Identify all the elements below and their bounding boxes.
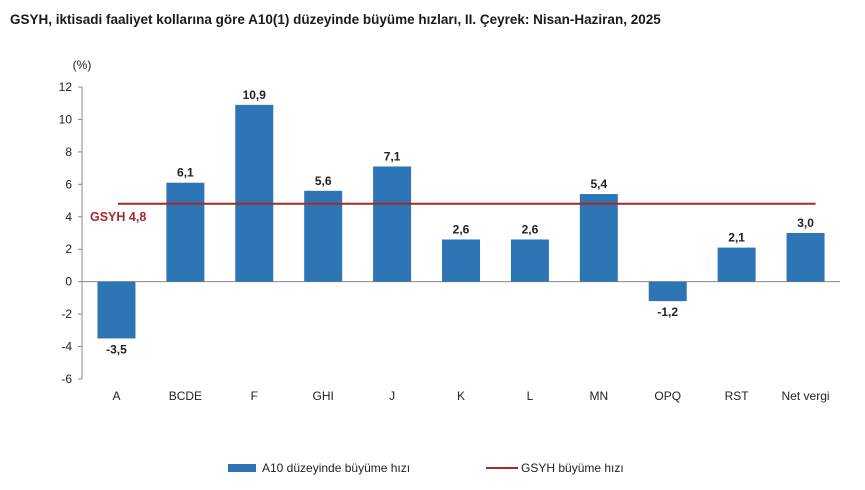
bar [373,166,412,282]
bar [304,190,343,282]
y-axis-unit: (%) [73,58,92,72]
y-tick-label: 12 [59,80,73,94]
data-label: 10,9 [243,88,267,102]
y-tick-label: -2 [61,307,72,321]
y-axis: (%) -6 -4 -2 0 2 4 6 8 10 12 [59,58,92,386]
bar [786,233,825,282]
legend-swatch-bars [228,464,256,472]
data-labels: -3,5 6,1 10,9 5,6 7,1 2,6 2,6 5,4 -1,2 2,1 3,0 [106,88,814,357]
bar [166,182,205,282]
y-tick-label: 10 [59,112,73,126]
data-label: 7,1 [384,149,401,163]
data-label: 3,0 [797,216,814,230]
legend-label-bars: A10 düzeyinde büyüme hızı [262,461,410,475]
y-tick-label: 2 [65,242,72,256]
bar [717,247,756,282]
x-tick-label: OPQ [654,389,681,403]
data-label: 5,6 [315,174,332,188]
y-tick-label: -4 [61,340,72,354]
reference-line-label: GSYH 4,8 [90,210,146,224]
reference-line-group: GSYH 4,8 [90,202,816,224]
bar [648,281,687,302]
bar [510,239,549,282]
x-tick-label: Net vergi [782,389,830,403]
data-label: 2,6 [453,222,470,236]
bar-series [97,104,825,339]
bar [235,104,274,282]
bar [97,281,136,339]
x-tick-labels: A BCDE F GHI J K L MN OPQ RST Net vergi [112,389,829,403]
x-tick-label: L [527,389,534,403]
data-label: 2,1 [728,231,745,245]
x-tick-label: BCDE [169,389,202,403]
data-label: -1,2 [657,305,678,319]
x-tick-label: GHI [313,389,334,403]
x-tick-label: RST [725,389,750,403]
x-tick-label: J [389,389,395,403]
x-tick-label: F [251,389,258,403]
y-tick-label: -6 [61,372,72,386]
data-label: 5,4 [590,177,607,191]
bar [442,239,480,282]
chart-title: GSYH, iktisadi faaliyet kollarına göre A… [10,12,661,27]
y-tick-label: 0 [65,275,72,289]
data-label: 2,6 [522,222,539,236]
y-tick-label: 4 [65,210,72,224]
legend-label-line: GSYH büyüme hızı [521,461,624,475]
data-label: 6,1 [177,166,194,180]
x-tick-label: A [112,389,120,403]
bar [579,194,618,282]
x-tick-label: MN [589,389,608,403]
legend: A10 düzeyinde büyüme hızı GSYH büyüme hız… [228,461,624,475]
x-tick-label: K [457,389,465,403]
y-tick-label: 6 [65,177,72,191]
y-tick-label: 8 [65,145,72,159]
data-label: -3,5 [106,342,127,356]
